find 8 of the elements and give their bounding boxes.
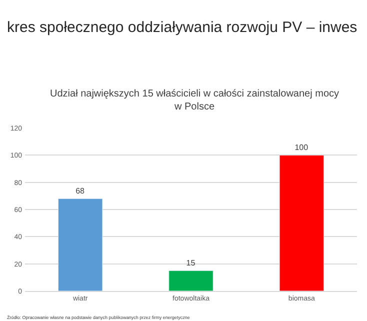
bar (58, 198, 103, 291)
data-label: 68 (76, 186, 86, 196)
bar (279, 154, 324, 291)
bar (168, 270, 214, 291)
data-label: 100 (294, 143, 309, 152)
chart-subtitle: Udział największych 15 właścicieli w całości zainstalowanej mocy w Polsce (50, 88, 340, 112)
data-label: 15 (186, 258, 196, 268)
chart-title: kres społecznego oddziaływania rozwoju PV – inwes (7, 19, 358, 36)
